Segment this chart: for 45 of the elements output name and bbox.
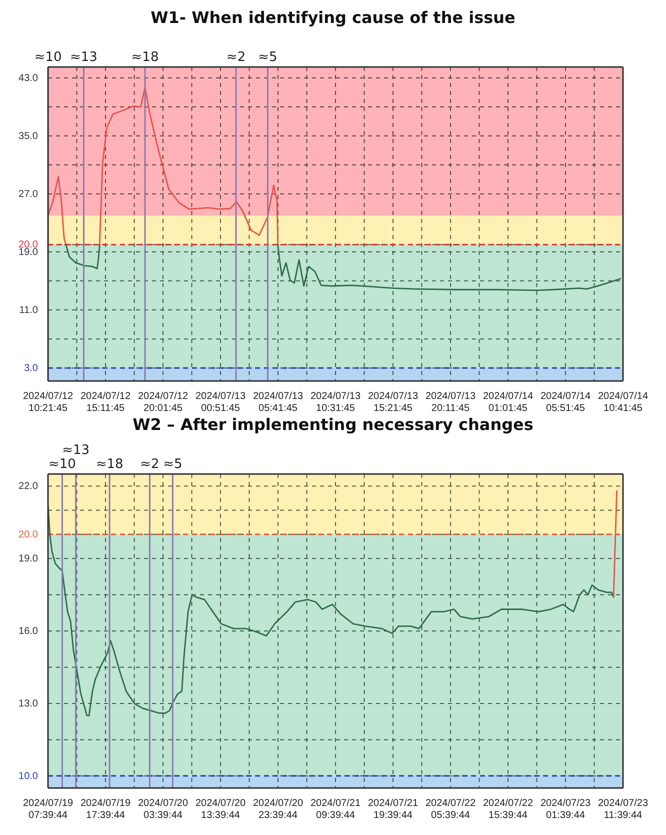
x-tick-label: 2024/07/20 03:39:44 <box>138 798 188 821</box>
ref-line-label: ≈13 <box>70 50 98 65</box>
x-tick-label: 2024/07/14 10:41:45 <box>598 391 648 414</box>
x-tick-label: 2024/07/20 13:39:44 <box>195 798 246 821</box>
ref-line-label: ≈10 <box>34 50 62 65</box>
x-tick-label: 2024/07/20 23:39:44 <box>252 798 304 821</box>
x-tick-label: 2024/07/13 00:51:45 <box>195 391 246 414</box>
x-tick-label: 2024/07/13 10:31:45 <box>310 391 361 414</box>
x-tick-label: 2024/07/12 15:11:45 <box>80 391 131 414</box>
ref-line-label: ≈18 <box>96 457 124 472</box>
chart-title: W1- When identifying cause of the issue <box>150 8 516 29</box>
ref-line-label: ≈18 <box>131 50 159 65</box>
chart-title: W2 – After implementing necessary changes <box>132 415 534 436</box>
x-tick-label: 2024/07/21 19:39:44 <box>368 798 418 821</box>
x-tick-label: 2024/07/19 07:39:44 <box>22 798 74 821</box>
y-tick-label: 35.0 <box>18 130 38 142</box>
x-tick-label: 2024/07/14 01:01:45 <box>482 391 534 414</box>
y-tick-label: 13.0 <box>18 698 38 710</box>
y-tick-label: 19.0 <box>18 554 38 565</box>
x-tick-label: 2024/07/23 01:39:44 <box>540 798 591 821</box>
ref-line-label: ≈13 <box>62 443 90 458</box>
ref-line-label: ≈2 <box>226 50 246 65</box>
x-tick-label: 2024/07/21 09:39:44 <box>310 798 361 821</box>
x-tick-label: 2024/07/12 20:01:45 <box>138 391 188 414</box>
y-tick-label: 10.0 <box>18 770 38 782</box>
y-tick-label: 3.0 <box>24 362 38 374</box>
y-tick-label: 11.0 <box>19 304 38 316</box>
x-tick-label: 2024/07/19 17:39:44 <box>80 798 131 821</box>
y-tick-label: 20.0 <box>18 529 38 540</box>
x-tick-label: 2024/07/13 20:11:45 <box>425 391 476 414</box>
ref-line-label: ≈2 <box>140 457 160 472</box>
ref-line-label: ≈10 <box>48 457 76 472</box>
y-tick-label: 22.0 <box>18 481 38 492</box>
ref-line-label: ≈5 <box>163 457 182 472</box>
x-tick-label: 2024/07/13 15:21:45 <box>368 391 418 414</box>
ref-line-label: ≈5 <box>258 50 278 65</box>
y-tick-label: 27.0 <box>18 188 38 200</box>
y-tick-label: 43.0 <box>18 72 38 84</box>
x-tick-label: 2024/07/22 15:39:44 <box>482 798 534 821</box>
x-tick-label: 2024/07/23 11:39:44 <box>598 798 648 821</box>
x-tick-label: 2024/07/13 05:41:45 <box>252 391 304 414</box>
x-tick-label: 2024/07/12 10:21:45 <box>22 391 74 414</box>
x-tick-label: 2024/07/22 05:39:44 <box>425 798 476 821</box>
y-tick-label: 16.0 <box>18 626 38 637</box>
x-tick-label: 2024/07/14 05:51:45 <box>540 391 591 414</box>
